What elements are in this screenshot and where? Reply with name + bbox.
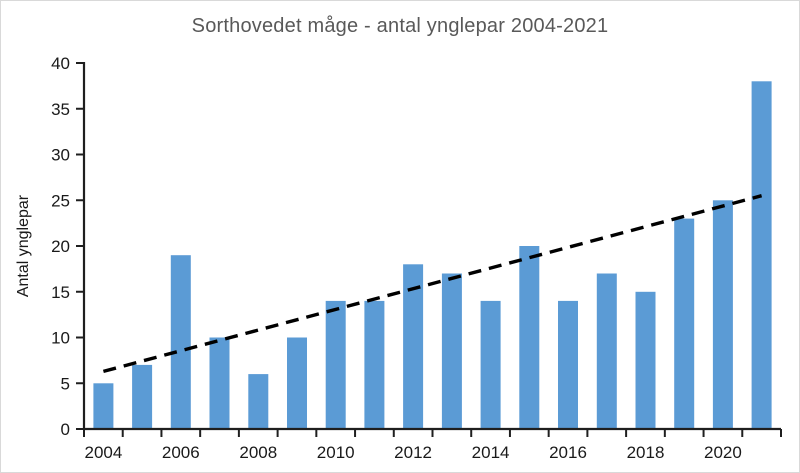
bar-2010 — [325, 300, 346, 429]
x-tick-label: 2016 — [549, 443, 587, 462]
bar-2020 — [712, 200, 733, 430]
y-tick-label: 5 — [61, 374, 70, 393]
x-tick-label: 2006 — [162, 443, 200, 462]
bar-2011 — [364, 300, 385, 429]
y-tick-label: 25 — [51, 191, 70, 210]
bar-2005 — [132, 364, 153, 429]
x-tick-label: 2012 — [394, 443, 432, 462]
bar-2019 — [674, 218, 695, 429]
bar-2016 — [558, 300, 578, 429]
bar-2017 — [596, 273, 617, 429]
bar-2007 — [209, 337, 230, 429]
x-tick-label: 2014 — [472, 443, 510, 462]
bar-2008 — [248, 374, 269, 429]
bar-2004 — [93, 383, 114, 430]
bar-2012 — [403, 264, 424, 429]
x-tick-label: 2018 — [627, 443, 665, 462]
y-tick-label: 0 — [61, 420, 70, 439]
trendline — [102, 194, 763, 374]
x-tick-label: 2004 — [84, 443, 122, 462]
y-tick-label: 35 — [51, 100, 70, 119]
bar-2018 — [635, 291, 656, 430]
bar-2015 — [519, 246, 540, 429]
x-tick-label: 2010 — [317, 443, 355, 462]
bar-2006 — [170, 255, 191, 429]
bar-2014 — [480, 300, 501, 429]
y-tick-label: 15 — [51, 283, 70, 302]
bar-2021 — [751, 81, 772, 430]
x-tick-label: 2020 — [704, 443, 742, 462]
bar-2013 — [441, 273, 462, 429]
y-tick-label: 20 — [51, 237, 70, 256]
y-tick-label: 40 — [51, 54, 70, 73]
y-tick-label: 10 — [51, 329, 70, 348]
bar-2009 — [287, 337, 307, 429]
y-tick-label: 30 — [51, 146, 70, 165]
chart-title: Sorthovedet måge - antal ynglepar 2004-2… — [191, 15, 609, 37]
x-tick-label: 2008 — [239, 443, 277, 462]
